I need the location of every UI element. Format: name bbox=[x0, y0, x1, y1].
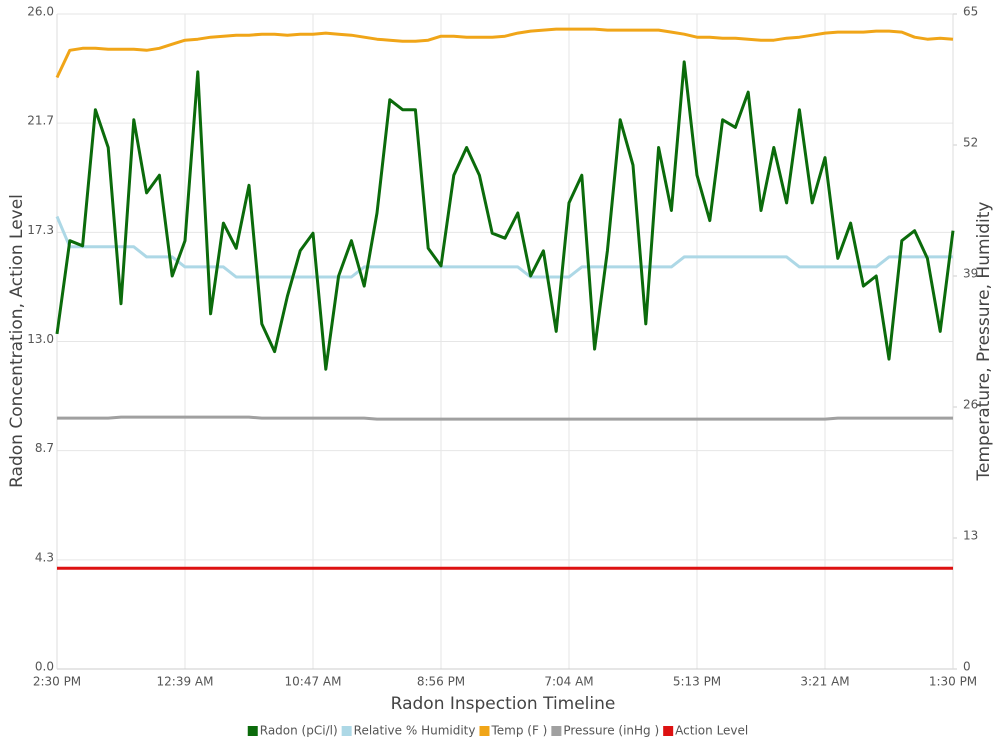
x-tick-label: 3:21 AM bbox=[800, 675, 849, 689]
x-tick-label: 8:56 PM bbox=[417, 675, 465, 689]
y-axis-title: Radon Concentration, Action Level bbox=[7, 194, 27, 488]
y2-tick-label: 65 bbox=[963, 5, 978, 19]
legend-label: Radon (pCi/l) bbox=[260, 724, 338, 738]
legend-swatch bbox=[551, 726, 562, 736]
y-tick-label: 0.0 bbox=[35, 660, 54, 674]
y-tick-label: 8.7 bbox=[35, 441, 54, 455]
y2-tick-label: 0 bbox=[963, 660, 971, 674]
series-line bbox=[55, 27, 954, 79]
series-line bbox=[57, 415, 953, 421]
y-tick-label: 21.7 bbox=[27, 114, 54, 128]
legend-label: Relative % Humidity bbox=[354, 724, 476, 738]
legend-swatch bbox=[247, 726, 258, 736]
legend-swatch bbox=[663, 726, 674, 736]
legend-label: Action Level bbox=[675, 724, 748, 738]
series-line bbox=[55, 60, 955, 371]
x-tick-label: 1:30 PM bbox=[929, 675, 977, 689]
x-tick-label: 5:13 PM bbox=[673, 675, 721, 689]
x-tick-label: 7:04 AM bbox=[544, 675, 593, 689]
y-tick-label: 4.3 bbox=[35, 550, 54, 564]
y2-tick-label: 13 bbox=[963, 529, 978, 543]
legend-swatch bbox=[479, 726, 490, 736]
y-tick-label: 26.0 bbox=[27, 5, 54, 19]
y2-axis-title: Temperature, Pressure, Humidity bbox=[974, 202, 994, 482]
legend-label: Temp (F ) bbox=[490, 724, 547, 738]
x-axis-title: Radon Inspection Timeline bbox=[391, 694, 616, 714]
y-tick-label: 17.3 bbox=[27, 223, 54, 237]
x-tick-label: 12:39 AM bbox=[157, 675, 214, 689]
series-line bbox=[55, 215, 953, 279]
legend: Radon (pCi/l) Relative % Humidity Temp (F … bbox=[247, 724, 748, 738]
legend-label: Pressure (inHg ) bbox=[563, 724, 659, 738]
y-tick-label: 13.0 bbox=[27, 332, 54, 346]
legend-swatch bbox=[341, 726, 352, 736]
x-tick-label: 2:30 PM bbox=[33, 675, 81, 689]
y2-tick-label: 26 bbox=[963, 398, 978, 412]
y2-tick-label: 39 bbox=[963, 267, 978, 281]
x-tick-label: 10:47 AM bbox=[285, 675, 342, 689]
y2-tick-label: 52 bbox=[963, 136, 978, 150]
